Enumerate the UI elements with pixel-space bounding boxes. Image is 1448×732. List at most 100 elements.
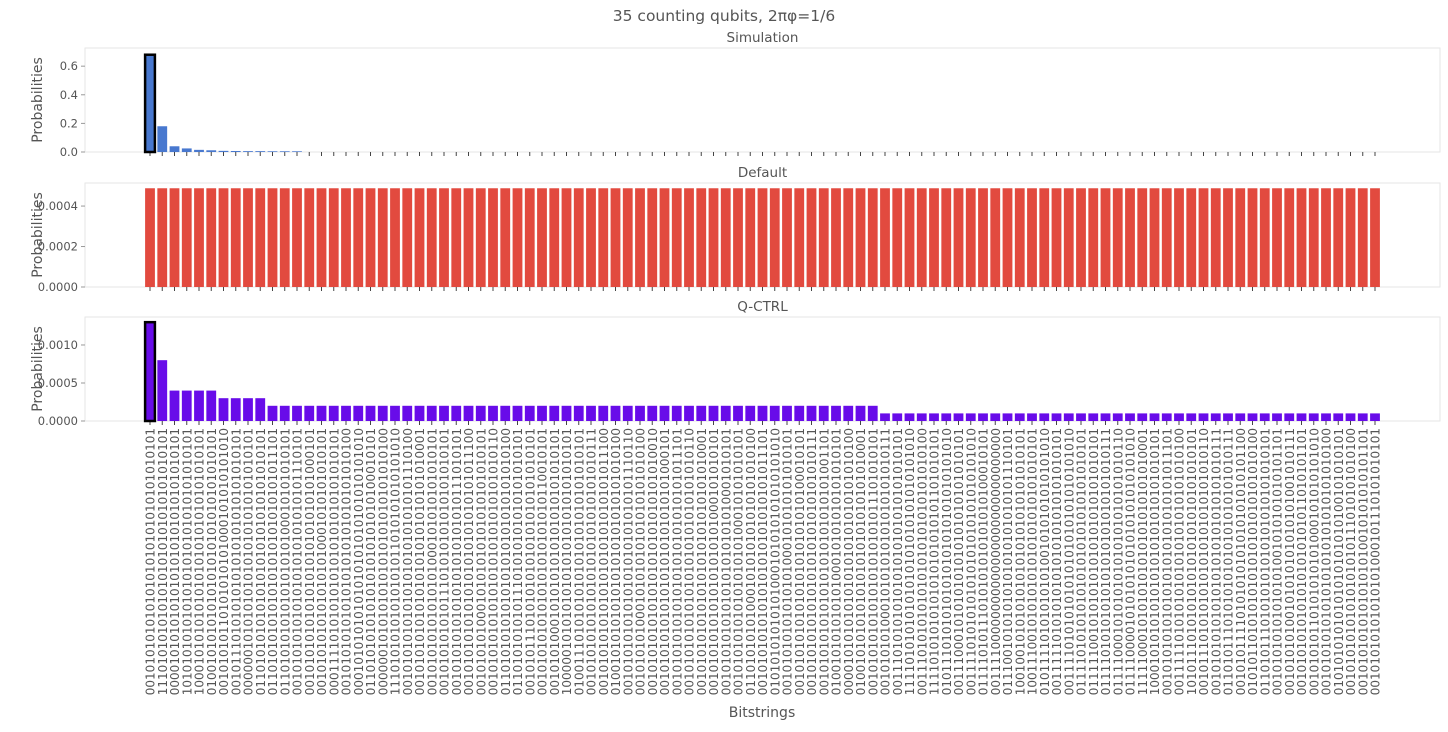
bar [953,413,964,421]
x-tick-label: 00101010110101010101000101010101010 [1307,428,1321,695]
bar [316,188,327,287]
bar [892,413,903,421]
bar [733,188,743,287]
x-tick-label: 00101010101010101010101000101010101 [707,428,721,695]
bar [806,405,817,421]
bar [463,188,474,287]
x-tick-label: 01101010101010101010101010101010100 [499,428,513,695]
bar [867,405,878,421]
x-tick-labels: 0010101010101010101010101010101010111101… [144,428,1383,695]
bar [769,405,780,421]
subplot-title: Q-CTRL [737,299,788,315]
x-tick-label: 00101010101010101010101010101010001 [413,428,427,695]
bar [855,188,866,287]
bar [365,188,376,287]
bar [194,188,204,287]
bar [622,405,633,421]
bar [1002,413,1013,421]
bar [684,188,694,287]
y-tick-label: 0.0 [60,145,78,159]
x-tick-label: 00101010100010101010101010101010100 [634,428,648,695]
y-tick-label: 0.0004 [38,199,78,213]
x-tick-label: 01110010101010101010101010101110101 [1001,428,1015,695]
bar [978,413,988,421]
x-tick-label: 00101010101010101010101010101000101 [303,428,317,695]
x-tick-label: 00101010101010101010101010101110110 [621,428,635,695]
bar [157,126,168,152]
x-tick-label: 11110101010101010101010101101010101 [928,428,942,695]
bar [1284,413,1295,421]
bar [1259,188,1270,287]
x-tick-label: 00101010101010101010111010101010100 [1344,428,1358,695]
bar [243,398,253,421]
bar [904,188,915,287]
bar [1272,188,1282,287]
bar [1063,413,1074,421]
bar [904,413,915,421]
bar [769,188,780,287]
x-tick-label: 10001010101010101010101010101010101 [1148,428,1162,695]
x-tick-label: 00001010101010101010101010101010100 [842,428,856,695]
y-tick-label: 0.0000 [38,280,78,294]
bar [1002,188,1013,287]
x-tick-label: 00111010101010101010101010101010101 [891,428,905,695]
x-tick-label: 00101010101010101010101010001010101 [719,428,733,695]
bar [1027,413,1037,421]
bar [635,405,645,421]
bar [867,188,878,287]
bar [267,405,278,421]
subplot-simulation: Simulation Probabilities 0.0 0.2 0.4 0.6 [30,30,1441,159]
bar [1149,188,1160,287]
bar [1174,413,1184,421]
x-tick-label: 00101010101010101000101010101010101 [425,428,439,695]
bar [1100,413,1111,421]
x-tick-label: 01010101010101010101010100101010101 [1332,428,1346,695]
bar [1198,188,1209,287]
x-tick-label: 00101010101010101010101010101010010 [646,428,660,695]
x-tick-label: 01101010101010101010101010101010101 [254,428,268,695]
x-tick-label: 01111100101010101010101010101010101 [1087,428,1101,695]
y-tick-label: 0.6 [60,59,78,73]
bar [488,188,498,287]
x-tick-label: 01111000101010101010101010101010110 [1111,428,1125,695]
subplot-title: Simulation [727,30,799,46]
bar [377,405,388,421]
bar [843,188,854,287]
bar [218,150,229,152]
x-tick-label: 11101010101010101011010101010101010 [389,428,403,695]
x-tick-label: 00101011110101010101010101010101100 [1234,428,1248,695]
x-tick-label: 01010110101010101010101010101010100 [1246,428,1260,695]
bar [181,390,192,421]
bar [488,405,498,421]
bar [1161,413,1172,421]
x-tick-label: 00101010101010101000101110101010101 [1369,428,1383,695]
bar [426,188,437,287]
bar [230,398,241,421]
bar [720,188,731,287]
bar [537,405,547,421]
bar [512,405,523,421]
bar [598,405,609,421]
bar [1210,188,1221,287]
x-tick-label: 00101110101010101010101010101010110 [1197,428,1211,695]
bar [684,405,694,421]
bar [243,188,253,287]
bar [659,405,670,421]
bar [757,188,768,287]
bar [169,146,180,152]
x-tick-label: 00101010101010101010101010111010101 [450,428,464,695]
bar [573,188,584,287]
bar [1112,413,1123,421]
bar [426,405,437,421]
bar [818,188,829,287]
bar [880,188,890,287]
x-tick-label: 00101010101010101010101010110010101 [536,428,550,695]
bar [745,405,756,421]
bar [230,188,241,287]
bar [880,413,890,421]
bar [279,405,290,421]
x-tick-label: 10101010101010101010101010101010101 [180,428,194,695]
x-tick-label: 00101010101010101010101010101110100 [401,428,415,695]
x-tick-label: 00111101010101010101010101010101010 [964,428,978,695]
